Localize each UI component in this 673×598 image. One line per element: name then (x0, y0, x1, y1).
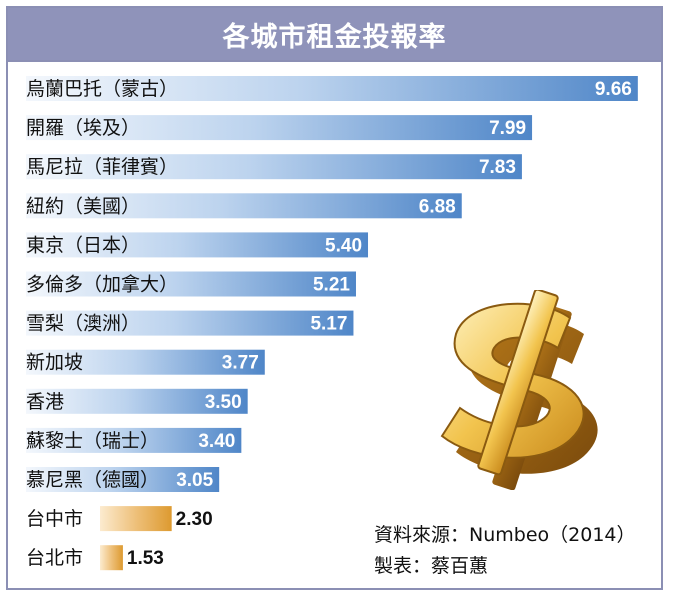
value-label: 6.88 (419, 196, 456, 217)
value-label: 5.40 (325, 235, 362, 256)
source-note: 資料來源：Numbeo（2014） 製表：蔡百蕙 (374, 520, 636, 582)
author-line: 製表：蔡百蕙 (374, 555, 489, 577)
value-label: 5.21 (313, 275, 350, 296)
category-label: 香港 (26, 391, 64, 413)
category-label: 新加坡 (26, 352, 83, 374)
bar-2 (26, 115, 533, 141)
category-label: 開羅（埃及） (26, 117, 140, 139)
source-line: 資料來源：Numbeo（2014） (374, 524, 636, 546)
bar-3 (26, 154, 522, 180)
bar-12 (100, 506, 172, 532)
dollar-sign-icon (420, 288, 660, 491)
bar-13 (100, 545, 123, 571)
category-label: 雪梨（澳洲） (26, 313, 140, 335)
category-label: 馬尼拉（菲律賓） (26, 156, 178, 178)
category-label: 慕尼黑（德國） (26, 469, 159, 491)
bar-1 (26, 76, 638, 101)
value-label: 3.50 (205, 392, 242, 413)
value-label: 1.53 (127, 548, 164, 569)
value-label: 3.40 (198, 431, 235, 452)
category-label: 多倫多（加拿大） (26, 273, 178, 296)
bar-11 (26, 467, 220, 492)
title-bar: 各城市租金投報率 (8, 8, 661, 62)
category-label: 烏蘭巴托（蒙古） (26, 78, 178, 100)
bar-9 (26, 388, 248, 414)
bar-7 (26, 310, 354, 336)
category-label: 東京（日本） (26, 234, 140, 256)
bar-10 (26, 427, 242, 453)
value-label: 5.17 (310, 314, 347, 335)
category-label: 蘇黎士（瑞士） (26, 430, 159, 452)
bar-6 (26, 271, 356, 297)
bar-5 (26, 232, 369, 258)
value-label: 7.83 (479, 157, 516, 178)
value-label: 3.77 (222, 353, 259, 374)
category-label: 台中市 (26, 508, 83, 530)
category-label: 台北市 (26, 547, 83, 569)
bar-4 (26, 193, 462, 219)
bar-8 (26, 349, 265, 375)
value-label: 9.66 (595, 79, 632, 100)
chart-title: 各城市租金投報率 (222, 21, 447, 53)
category-label: 紐約（美國） (26, 195, 140, 217)
value-label: 3.05 (176, 470, 213, 491)
value-label: 2.30 (176, 509, 213, 530)
value-label: 7.99 (489, 118, 526, 139)
